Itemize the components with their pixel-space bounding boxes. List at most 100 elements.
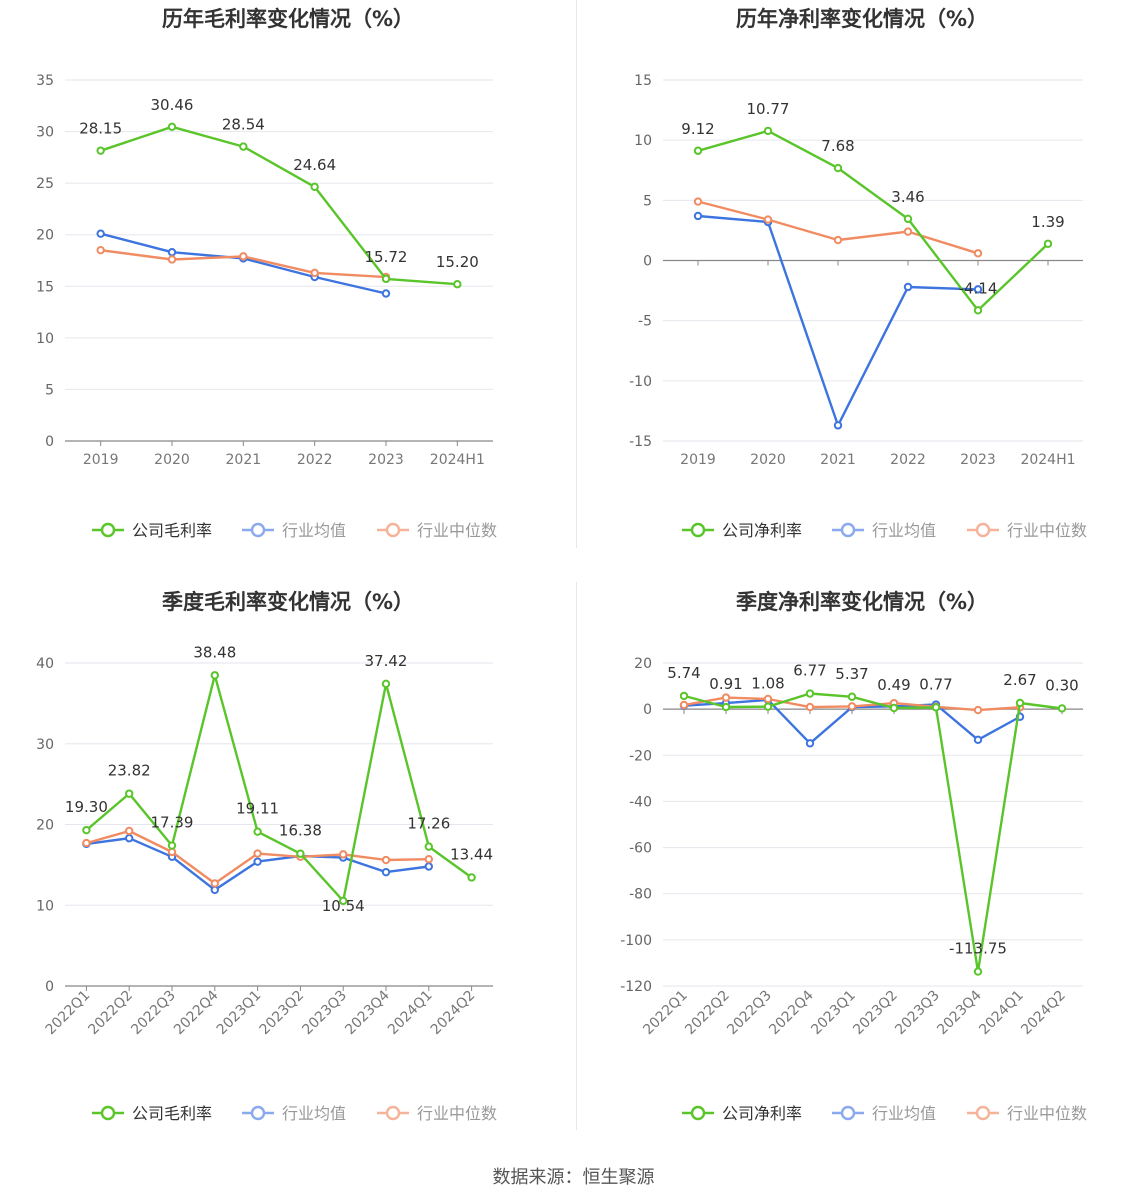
- x-tick-label: 2023Q4: [342, 987, 393, 1038]
- legend-label: 公司净利率: [722, 521, 802, 540]
- data-label: 16.38: [279, 822, 322, 840]
- x-tick-label: 2019: [83, 452, 119, 468]
- data-source: 数据来源：恒生聚源: [492, 1167, 655, 1188]
- x-tick-label: 2023Q2: [850, 988, 901, 1039]
- data-label: 10.77: [747, 100, 790, 118]
- data-point: [931, 703, 941, 712]
- data-point: [381, 289, 391, 298]
- data-label: 37.42: [365, 652, 408, 670]
- chart-quarterly-net-margin: 季度净利率变化情况（%） -120 -100 -80 -60 -40 -20 0 20 2022…: [577, 583, 1147, 1143]
- data-point: [1043, 239, 1053, 248]
- y-tick-label: 0: [45, 979, 54, 995]
- chart-annual-net-margin: 历年净利率变化情况（%） -15 -10 -5 0 5 10 15 2019 2020 2021 2…: [577, 0, 1147, 560]
- data-point: [381, 867, 391, 877]
- legend-marker: [100, 522, 116, 538]
- data-point: [82, 825, 91, 835]
- x-tick-label: 2023Q1: [808, 988, 859, 1039]
- series-line-0: [683, 692, 1063, 973]
- data-point: [903, 227, 913, 236]
- data-point: [763, 694, 773, 704]
- data-label: 0.30: [1045, 676, 1078, 694]
- legend-label: 行业中位数: [417, 521, 497, 540]
- data-point: [833, 163, 843, 173]
- data-point: [253, 849, 262, 858]
- legend-marker: [690, 522, 706, 538]
- data-point: [125, 826, 134, 836]
- chart-plot: 0 5 10 15 20 25 30 35 2019 2020 2021 2022 2023 2024H1…: [36, 73, 497, 540]
- legend-marker: [975, 1105, 991, 1121]
- chart-plot: -15 -10 -5 0 5 10 15 2019 2020 2021 2022 2023 2024H1…: [629, 73, 1087, 540]
- chart-quarterly-gross-margin: 季度毛利率变化情况（%） 0 10 20 30 40 2022Q1 2022Q2 2022Q3…: [0, 583, 576, 1143]
- data-label: 10.54: [322, 897, 365, 915]
- y-tick-label: -100: [620, 933, 652, 949]
- y-tick-label: 20: [36, 818, 54, 834]
- chart-title: 季度净利率变化情况（%）: [735, 590, 989, 614]
- data-point: [381, 855, 391, 865]
- data-label: 0.91: [709, 675, 742, 693]
- chart-title: 历年净利率变化情况（%）: [735, 7, 989, 31]
- data-point: [973, 285, 983, 294]
- x-tick-label: 2023Q3: [299, 988, 350, 1039]
- data-point: [693, 197, 703, 206]
- data-point: [847, 692, 857, 701]
- legend-marker: [100, 1105, 116, 1121]
- series-line-1: [100, 232, 387, 295]
- data-label: 28.54: [222, 116, 265, 134]
- data-point: [253, 857, 262, 866]
- y-tick-label: 15: [634, 73, 652, 89]
- data-label: -113.75: [949, 940, 1007, 958]
- legend-marker: [250, 522, 266, 538]
- y-tick-label: 10: [36, 898, 54, 914]
- y-tick-label: 15: [36, 279, 54, 295]
- x-tick-label: 2023: [960, 452, 996, 468]
- data-point: [973, 735, 983, 745]
- y-tick-label: 0: [45, 434, 54, 450]
- data-label: 15.20: [436, 253, 479, 271]
- data-point: [424, 842, 433, 851]
- data-label: 5.37: [835, 665, 868, 683]
- y-tick-label: -5: [638, 314, 652, 330]
- data-label: 0.77: [919, 675, 952, 693]
- legend: 公司毛利率 行业均值 行业中位数: [92, 1104, 497, 1123]
- data-label: 38.48: [193, 643, 236, 661]
- x-tick-label: 2022Q4: [171, 987, 222, 1038]
- data-point: [903, 282, 913, 292]
- data-point: [805, 702, 815, 712]
- data-label: 1.08: [751, 675, 784, 693]
- x-tick-label: 2024Q2: [428, 988, 479, 1039]
- data-point: [679, 700, 689, 710]
- y-tick-label: -120: [620, 979, 652, 995]
- data-point: [167, 255, 177, 264]
- x-tick-label: 2024Q1: [976, 988, 1027, 1039]
- data-point: [339, 896, 348, 906]
- divider-top: [576, 0, 577, 548]
- data-point: [721, 702, 731, 712]
- data-point: [805, 739, 815, 748]
- data-label: 17.26: [407, 815, 450, 833]
- y-tick-label: 20: [634, 656, 652, 672]
- y-tick-label: 5: [643, 193, 652, 209]
- x-tick-label: 2023Q2: [257, 988, 308, 1039]
- data-point: [903, 214, 913, 224]
- x-tick-label: 2023: [368, 452, 404, 468]
- divider-bottom: [576, 582, 577, 1130]
- x-tick-label: 2024Q2: [1018, 988, 1069, 1039]
- data-point: [310, 268, 319, 278]
- data-point: [96, 146, 105, 155]
- data-point: [763, 215, 773, 224]
- y-tick-label: 10: [634, 133, 652, 149]
- data-label: 6.77: [793, 662, 826, 680]
- data-point: [453, 280, 462, 289]
- data-label: -4.14: [959, 279, 998, 297]
- data-point: [833, 235, 843, 245]
- series-line-2: [697, 200, 979, 255]
- x-tick-label: 2024H1: [1020, 452, 1075, 468]
- data-point: [96, 245, 105, 255]
- data-label: 1.39: [1031, 213, 1064, 231]
- data-point: [210, 879, 220, 888]
- data-point: [381, 679, 391, 689]
- x-tick-label: 2022: [297, 452, 333, 468]
- y-tick-label: -20: [629, 748, 652, 764]
- data-label: 15.72: [365, 248, 408, 266]
- data-point: [239, 142, 248, 151]
